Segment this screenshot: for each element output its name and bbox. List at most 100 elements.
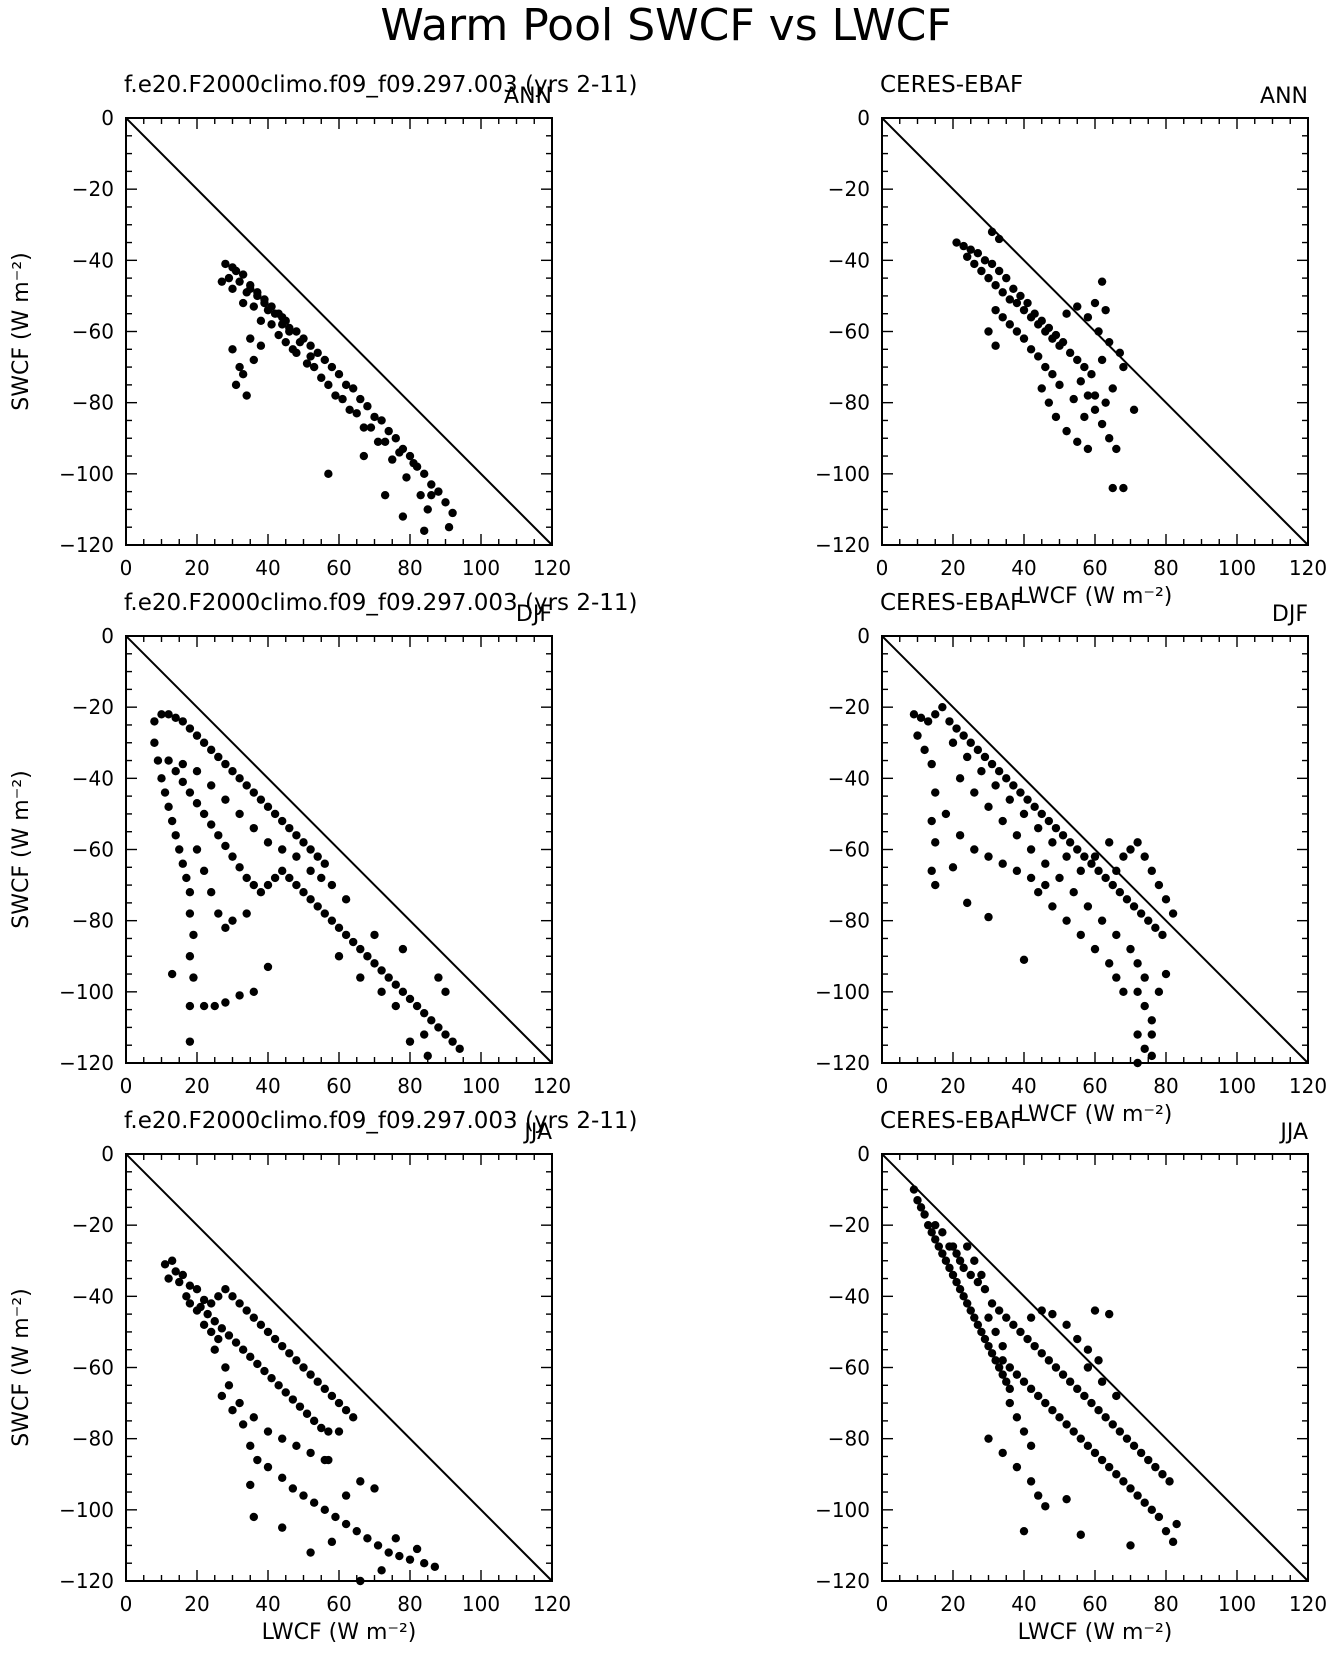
data-point xyxy=(398,987,408,997)
data-point xyxy=(1122,1434,1132,1443)
x-tick-label: 80 xyxy=(397,1592,422,1616)
data-point xyxy=(1019,305,1029,315)
data-point xyxy=(359,451,369,461)
data-point xyxy=(1136,1448,1146,1458)
data-point xyxy=(1108,483,1117,493)
data-point xyxy=(434,487,443,496)
data-point xyxy=(1055,1413,1064,1422)
data-point xyxy=(1094,1356,1103,1365)
data-point xyxy=(210,1001,219,1011)
reference-line xyxy=(881,1153,1309,1582)
data-point xyxy=(285,1349,294,1358)
data-point xyxy=(977,1327,986,1337)
data-point xyxy=(249,987,258,997)
data-point xyxy=(292,1441,301,1450)
data-point xyxy=(987,759,997,769)
data-point xyxy=(299,888,308,897)
data-point xyxy=(199,738,209,747)
y-tick-label: −60 xyxy=(72,1356,114,1380)
y-tick-label: −100 xyxy=(59,462,114,486)
x-tick-label: 100 xyxy=(1218,1074,1256,1098)
data-point xyxy=(242,909,251,918)
data-point xyxy=(349,1413,358,1422)
data-point xyxy=(171,713,180,723)
data-point xyxy=(270,873,280,883)
data-point xyxy=(281,1388,290,1397)
data-point xyxy=(356,1576,365,1586)
data-point xyxy=(1097,1455,1107,1465)
data-point xyxy=(420,526,429,535)
data-point xyxy=(1034,352,1043,361)
data-point xyxy=(1087,370,1096,379)
data-point xyxy=(994,767,1004,776)
data-point xyxy=(331,1512,340,1522)
data-point xyxy=(1094,1406,1103,1415)
data-point xyxy=(420,1559,429,1568)
data-point xyxy=(249,302,258,311)
data-point xyxy=(214,831,223,840)
data-point xyxy=(309,1416,319,1426)
data-point xyxy=(299,1491,308,1500)
data-point xyxy=(441,1030,450,1039)
data-point xyxy=(363,1534,372,1543)
data-point xyxy=(991,305,1000,315)
data-point xyxy=(309,362,319,372)
data-point xyxy=(1044,323,1054,333)
data-point xyxy=(349,384,358,393)
data-point xyxy=(1048,370,1057,379)
data-point xyxy=(931,788,940,797)
data-point xyxy=(1002,1313,1011,1322)
data-point xyxy=(984,1313,993,1322)
data-point xyxy=(1097,355,1107,365)
data-point xyxy=(242,781,251,790)
data-point xyxy=(207,820,216,829)
data-point xyxy=(274,309,283,318)
data-point xyxy=(1126,1484,1135,1493)
y-tick-label: 0 xyxy=(101,1142,114,1166)
data-point xyxy=(246,1352,255,1362)
data-point xyxy=(984,327,993,336)
data-point xyxy=(1087,859,1096,868)
data-point xyxy=(1105,838,1114,847)
data-point xyxy=(994,1306,1004,1315)
data-point xyxy=(416,490,425,500)
data-point xyxy=(278,1434,287,1443)
data-point xyxy=(938,1249,947,1258)
data-point xyxy=(207,745,216,755)
data-point xyxy=(955,1285,965,1294)
data-point xyxy=(278,866,287,876)
data-point xyxy=(274,1381,283,1390)
data-point xyxy=(313,902,322,911)
data-point xyxy=(1012,1462,1022,1472)
y-tick-label: −120 xyxy=(59,1051,114,1075)
data-point xyxy=(370,959,379,968)
data-point xyxy=(1073,1334,1082,1344)
data-point xyxy=(1115,1427,1125,1436)
data-point xyxy=(963,752,972,762)
data-point xyxy=(1140,1001,1149,1011)
data-point xyxy=(1062,309,1071,318)
data-point xyxy=(1012,831,1022,840)
data-point xyxy=(256,1320,266,1330)
data-point xyxy=(1161,895,1171,904)
data-point xyxy=(966,1306,975,1315)
data-point xyxy=(998,859,1007,868)
data-point xyxy=(1026,1477,1036,1486)
data-point xyxy=(973,249,983,258)
data-point xyxy=(405,1037,415,1046)
data-point xyxy=(341,930,351,940)
data-point xyxy=(263,1327,273,1337)
data-point xyxy=(228,852,237,861)
data-point xyxy=(1112,930,1121,940)
data-point xyxy=(1048,902,1057,911)
data-point xyxy=(966,1270,975,1280)
x-tick-label: 60 xyxy=(1082,1592,1107,1616)
data-point xyxy=(1005,295,1014,304)
data-point xyxy=(959,1292,968,1301)
y-tick-label: −60 xyxy=(828,320,870,344)
data-point xyxy=(178,859,187,868)
panel-title-left: f.e20.F2000climo.f09_f09.297.003 (yrs 2-… xyxy=(124,1108,638,1134)
data-point xyxy=(1051,823,1061,833)
data-point xyxy=(221,923,230,932)
data-point xyxy=(1133,959,1142,968)
